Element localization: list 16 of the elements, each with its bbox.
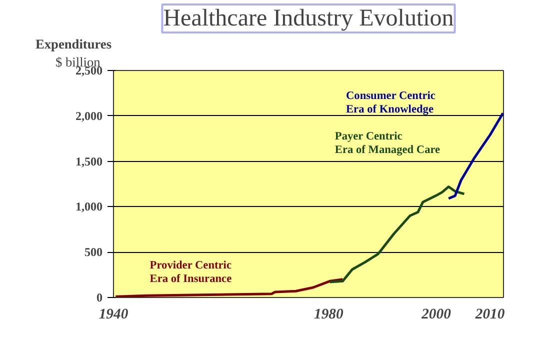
line-series [328, 185, 466, 284]
text: Payer Centric Era of Managed Care [334, 130, 440, 156]
x-tick-label: 2000 [420, 306, 452, 322]
line-series [447, 112, 504, 200]
y-tick-label: 500 [84, 245, 102, 260]
y-tick-label: 2,000 [76, 108, 102, 123]
chart-title: Healthcare Industry Evolution [163, 6, 454, 32]
y-tick-label: 1,500 [76, 154, 102, 168]
x-tick-label: 1980 [314, 306, 344, 322]
y-tick-label: 0 [96, 290, 102, 304]
text: Consumer Centric Era of Knowledge [346, 90, 436, 116]
x-tick-label: 2010 [474, 306, 506, 322]
x-tick-label: 1940 [98, 306, 129, 322]
series-label: Provider Centric Era of Insurance [150, 260, 232, 285]
y-tick-label: 1,000 [76, 200, 102, 214]
y-axis-title: Expenditures [36, 36, 112, 52]
